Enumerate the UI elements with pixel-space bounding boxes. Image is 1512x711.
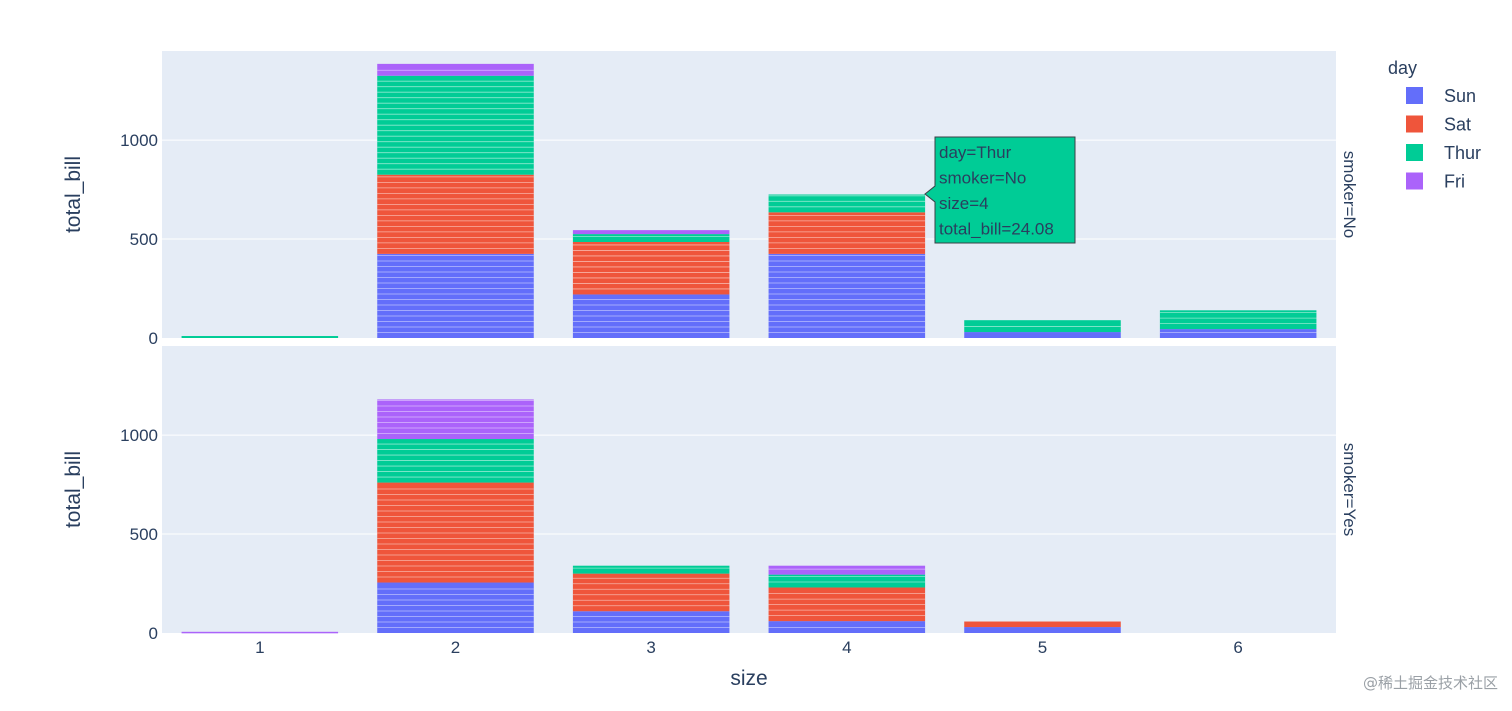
legend-swatch-sun[interactable] [1406,87,1423,104]
bar-segment-sun[interactable] [964,627,1121,633]
bar-segment-thur[interactable] [768,574,926,588]
x-tick-label: 1 [255,638,264,657]
bar-segment-sun[interactable] [377,253,534,338]
legend-swatch-thur[interactable] [1406,144,1423,161]
x-tick-label: 5 [1038,638,1047,657]
bar-segment-fri[interactable] [377,399,534,440]
hover-tooltip-line: size=4 [939,194,989,213]
x-tick-label: 6 [1233,638,1242,657]
x-axis-title: size [730,667,767,690]
y-tick-label: 1000 [120,131,158,150]
y-tick-label: 500 [130,230,158,249]
y-tick-label: 0 [149,329,158,348]
bar-segment-thur[interactable] [964,320,1121,333]
hover-tooltip-line: smoker=No [939,169,1026,188]
hover-tooltip-line: day=Thur [939,143,1012,162]
bar-segment-thur[interactable] [572,565,730,574]
bar-segment-sat[interactable] [572,242,730,295]
legend-swatch-fri[interactable] [1406,172,1423,190]
y-tick-label: 0 [149,624,158,643]
bar-segment-sun[interactable] [964,332,1121,338]
x-tick-label: 3 [646,638,655,657]
bar-segment-sat[interactable] [768,212,926,254]
hover-tooltip [924,136,1076,244]
bar-segment-thur[interactable] [572,234,730,243]
x-tick-label: 2 [451,638,460,657]
legend-label-thur[interactable]: Thur [1444,143,1481,163]
bar-segment-sat[interactable] [377,482,534,583]
bar-segment-fri[interactable] [572,230,730,235]
hover-tooltip-line: total_bill=24.08 [939,220,1054,239]
facet-panel-background [162,346,1336,633]
y-tick-label: 1000 [120,426,158,445]
bar-segment-fri[interactable] [181,631,339,634]
x-tick-label: 4 [842,638,851,657]
bar-segment-sat[interactable] [964,621,1121,628]
y-axis-title: total_bill [62,451,85,528]
bar-segment-sun[interactable] [768,253,926,338]
bar-segment-sun[interactable] [1159,329,1317,338]
y-axis-title: total_bill [62,156,85,233]
legend-label-fri[interactable]: Fri [1444,172,1465,192]
bar-segment-sun[interactable] [768,621,926,633]
watermark: @稀土掘金技术社区 [1362,674,1498,692]
bar-segment-thur[interactable] [181,336,339,338]
legend-swatch-sat[interactable] [1406,115,1423,133]
facet-label: smoker=Yes [1340,443,1359,536]
bar-segment-sat[interactable] [377,174,534,254]
y-tick-label: 500 [130,525,158,544]
bar-segment-fri[interactable] [377,63,534,76]
bar-segment-fri[interactable] [768,565,926,575]
bar-segment-thur[interactable] [768,194,926,213]
bar-segment-sun[interactable] [377,582,534,633]
legend-title: day [1388,58,1417,78]
facet-label: smoker=No [1340,151,1359,238]
bar-segment-sat[interactable] [572,573,730,612]
legend-label-sat[interactable]: Sat [1444,115,1471,135]
bar-segment-thur[interactable] [1159,310,1317,330]
facet-panel-background [162,51,1336,338]
legend-label-sun[interactable]: Sun [1444,86,1476,106]
